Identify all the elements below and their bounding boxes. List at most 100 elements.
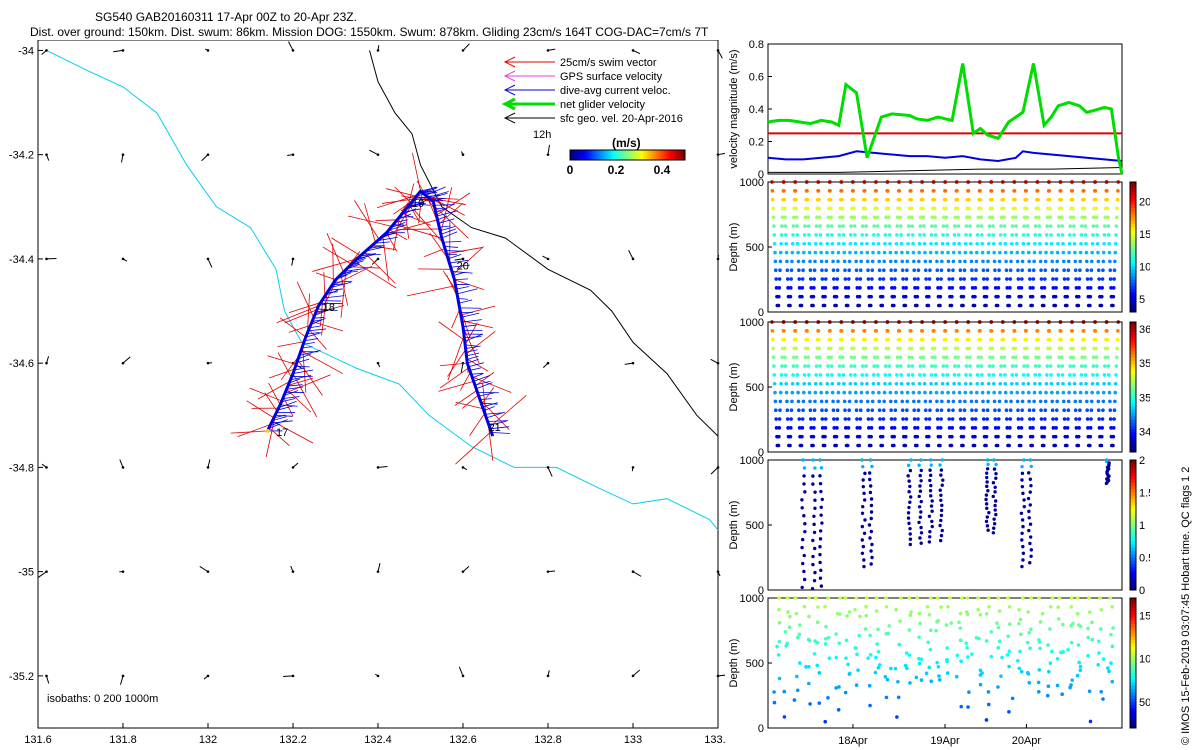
chla-point <box>869 529 874 534</box>
chla-cbar-tick: 2 <box>1139 456 1145 467</box>
dac-vector <box>286 386 303 390</box>
temperature-point <box>950 286 955 290</box>
oxygen-point <box>1007 710 1011 714</box>
salinity-point <box>892 426 897 430</box>
geo-velocity-arrow <box>201 154 209 162</box>
salinity-cbar-seg <box>1130 419 1136 424</box>
swim-vector <box>438 202 464 225</box>
salinity-point <box>1022 355 1027 360</box>
temperature-point <box>954 180 959 184</box>
oxygen-point <box>908 613 913 617</box>
temperature-point <box>1031 286 1035 290</box>
temperature-point <box>985 268 990 273</box>
salinity-point <box>957 381 961 386</box>
salinity-point <box>1060 373 1065 377</box>
temperature-point <box>974 259 979 264</box>
temperature-point <box>946 259 951 264</box>
temperature-point <box>1023 180 1028 184</box>
salinity-point <box>1030 443 1035 448</box>
chla-point <box>939 498 943 502</box>
temperature-point <box>985 277 990 281</box>
salinity-point <box>834 443 838 448</box>
temperature-point <box>905 259 910 264</box>
salinity-point <box>916 417 920 421</box>
oxygen-point <box>873 670 878 675</box>
salinity-point <box>1114 364 1119 368</box>
salinity-point <box>906 364 911 368</box>
oxygen-point <box>816 605 820 609</box>
temperature-point <box>791 224 796 228</box>
temperature-point <box>932 206 937 211</box>
colorbar-segment <box>677 150 680 160</box>
salinity-point <box>932 346 937 351</box>
salinity-point <box>1084 390 1089 395</box>
velocity-series-line <box>767 63 1124 175</box>
geo-velocity-arrow <box>710 467 719 475</box>
map-ytick-label: -34.2 <box>9 150 34 162</box>
salinity-point <box>872 364 876 368</box>
oxygen-point <box>945 659 949 664</box>
salinity-point <box>835 408 840 413</box>
temperature-point <box>1050 268 1055 273</box>
temperature-cbar-seg <box>1130 276 1136 280</box>
oxygen-point <box>827 656 832 660</box>
temperature-point <box>1088 286 1093 290</box>
chla-point <box>928 473 933 478</box>
temperature-point <box>1008 277 1013 281</box>
salinity-point <box>1067 381 1072 386</box>
salinity-cbar-seg <box>1130 445 1136 450</box>
salinity-point <box>825 373 830 377</box>
chla-frame <box>767 459 1123 591</box>
chla-point <box>1020 471 1025 476</box>
salinity-point <box>884 355 888 360</box>
salinity-point <box>1019 426 1024 430</box>
temperature-point <box>901 277 905 281</box>
salinity-point <box>892 434 897 439</box>
oxygen-point <box>826 596 830 600</box>
salinity-point <box>904 426 908 430</box>
oxygen-cbar-seg <box>1130 672 1136 677</box>
dac-vector <box>439 226 456 232</box>
salinity-point <box>795 381 800 386</box>
oxygen-point <box>996 596 1001 600</box>
salinity-point <box>1105 329 1109 333</box>
oxygen-point <box>915 596 920 600</box>
oxygen-cbar-seg <box>1130 604 1136 609</box>
salinity-point <box>932 329 936 333</box>
oxygen-point <box>855 652 859 657</box>
temperature-point <box>792 215 796 220</box>
temperature-point <box>818 224 822 228</box>
temperature-point <box>812 286 816 290</box>
temperature-point <box>870 268 875 273</box>
temperature-point <box>967 215 972 220</box>
temperature-point <box>877 259 882 264</box>
oxygen-point <box>817 671 822 675</box>
temperature-ytick-label: 0 <box>758 307 764 318</box>
chla-point <box>860 458 864 462</box>
temperature-point <box>966 189 971 193</box>
swim-vector <box>375 219 398 222</box>
temperature-point <box>807 233 811 237</box>
chla-point <box>1022 498 1026 502</box>
dac-vector <box>292 369 314 374</box>
chla-cbar-seg <box>1130 502 1136 506</box>
temperature-point <box>1066 277 1070 281</box>
chla-cbar-seg <box>1130 486 1136 490</box>
salinity-point <box>944 346 948 351</box>
oxygen-point <box>955 653 960 658</box>
salinity-point <box>1018 443 1023 448</box>
salinity-point <box>921 355 926 360</box>
oxygen-point <box>1069 640 1074 645</box>
salinity-point <box>771 355 776 360</box>
temperature-point <box>866 268 870 273</box>
swim-vector <box>331 265 373 287</box>
temperature-point <box>777 294 781 299</box>
salinity-cbar-seg <box>1130 331 1136 336</box>
temperature-point <box>1116 189 1120 193</box>
temperature-point <box>1036 206 1041 211</box>
salinity-point <box>1045 355 1050 360</box>
chla-point <box>802 482 806 486</box>
temperature-point <box>783 224 788 228</box>
temperature-point <box>955 189 959 193</box>
temperature-point <box>897 180 901 184</box>
